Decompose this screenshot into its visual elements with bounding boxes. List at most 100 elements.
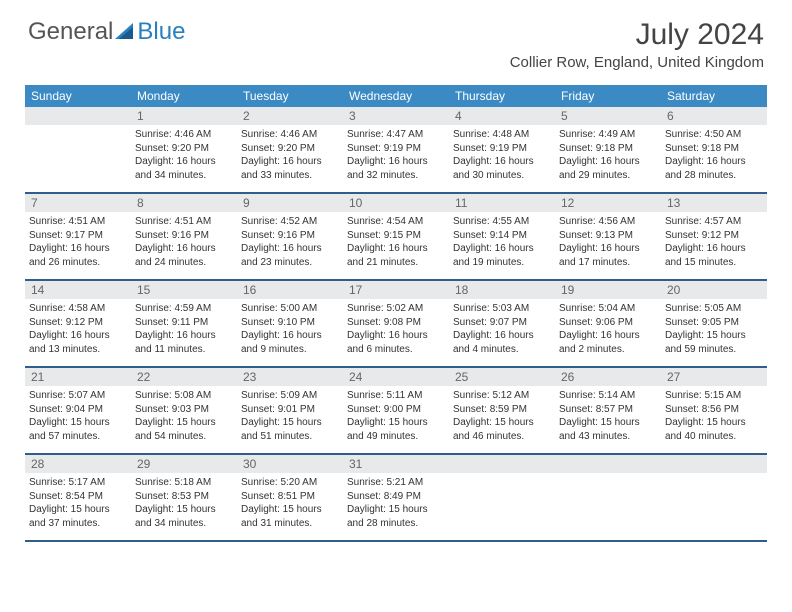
logo-text-blue: Blue <box>137 18 185 46</box>
day-cell: Sunrise: 5:05 AMSunset: 9:05 PMDaylight:… <box>661 299 767 367</box>
sunset-text: Sunset: 9:05 PM <box>665 316 763 330</box>
day-number: 19 <box>555 280 661 299</box>
day-number: 21 <box>25 367 131 386</box>
sunrise-text: Sunrise: 4:55 AM <box>453 215 551 229</box>
daylight-text: Daylight: 16 hours and 6 minutes. <box>347 329 445 356</box>
daylight-text: Daylight: 15 hours and 40 minutes. <box>665 416 763 443</box>
sunrise-text: Sunrise: 5:07 AM <box>29 389 127 403</box>
day-cell: Sunrise: 5:17 AMSunset: 8:54 PMDaylight:… <box>25 473 131 541</box>
day-number: 25 <box>449 367 555 386</box>
sunset-text: Sunset: 8:57 PM <box>559 403 657 417</box>
day-number: 29 <box>131 454 237 473</box>
sunset-text: Sunset: 8:59 PM <box>453 403 551 417</box>
day-number: 15 <box>131 280 237 299</box>
weekday-header: Wednesday <box>343 85 449 107</box>
sunrise-text: Sunrise: 4:58 AM <box>29 302 127 316</box>
daylight-text: Daylight: 16 hours and 9 minutes. <box>241 329 339 356</box>
sunrise-text: Sunrise: 4:56 AM <box>559 215 657 229</box>
day-cell <box>661 473 767 541</box>
weekday-header: Monday <box>131 85 237 107</box>
sunset-text: Sunset: 9:19 PM <box>347 142 445 156</box>
day-cell: Sunrise: 4:54 AMSunset: 9:15 PMDaylight:… <box>343 212 449 280</box>
sunset-text: Sunset: 9:18 PM <box>665 142 763 156</box>
day-cell: Sunrise: 5:20 AMSunset: 8:51 PMDaylight:… <box>237 473 343 541</box>
day-cell: Sunrise: 4:58 AMSunset: 9:12 PMDaylight:… <box>25 299 131 367</box>
daylight-text: Daylight: 16 hours and 23 minutes. <box>241 242 339 269</box>
day-number: 18 <box>449 280 555 299</box>
weekday-header: Thursday <box>449 85 555 107</box>
day-number-row: 14151617181920 <box>25 280 767 299</box>
day-data-row: Sunrise: 4:46 AMSunset: 9:20 PMDaylight:… <box>25 125 767 193</box>
day-number: 17 <box>343 280 449 299</box>
day-cell: Sunrise: 4:56 AMSunset: 9:13 PMDaylight:… <box>555 212 661 280</box>
day-number: 2 <box>237 107 343 125</box>
day-cell: Sunrise: 5:09 AMSunset: 9:01 PMDaylight:… <box>237 386 343 454</box>
day-number: 22 <box>131 367 237 386</box>
day-data-row: Sunrise: 5:07 AMSunset: 9:04 PMDaylight:… <box>25 386 767 454</box>
sunset-text: Sunset: 9:03 PM <box>135 403 233 417</box>
day-cell: Sunrise: 5:03 AMSunset: 9:07 PMDaylight:… <box>449 299 555 367</box>
day-number <box>661 454 767 473</box>
day-number: 11 <box>449 193 555 212</box>
day-cell: Sunrise: 4:52 AMSunset: 9:16 PMDaylight:… <box>237 212 343 280</box>
day-number: 30 <box>237 454 343 473</box>
sunset-text: Sunset: 9:07 PM <box>453 316 551 330</box>
daylight-text: Daylight: 16 hours and 26 minutes. <box>29 242 127 269</box>
sunset-text: Sunset: 9:15 PM <box>347 229 445 243</box>
daylight-text: Daylight: 16 hours and 34 minutes. <box>135 155 233 182</box>
daylight-text: Daylight: 15 hours and 49 minutes. <box>347 416 445 443</box>
sunset-text: Sunset: 8:53 PM <box>135 490 233 504</box>
sunrise-text: Sunrise: 4:49 AM <box>559 128 657 142</box>
sunrise-text: Sunrise: 5:04 AM <box>559 302 657 316</box>
sunset-text: Sunset: 9:01 PM <box>241 403 339 417</box>
sunrise-text: Sunrise: 4:47 AM <box>347 128 445 142</box>
logo: General Blue <box>28 18 185 46</box>
day-cell: Sunrise: 5:21 AMSunset: 8:49 PMDaylight:… <box>343 473 449 541</box>
daylight-text: Daylight: 16 hours and 17 minutes. <box>559 242 657 269</box>
day-cell: Sunrise: 4:51 AMSunset: 9:16 PMDaylight:… <box>131 212 237 280</box>
weekday-header: Saturday <box>661 85 767 107</box>
day-cell: Sunrise: 4:47 AMSunset: 9:19 PMDaylight:… <box>343 125 449 193</box>
sunrise-text: Sunrise: 5:02 AM <box>347 302 445 316</box>
day-cell: Sunrise: 5:08 AMSunset: 9:03 PMDaylight:… <box>131 386 237 454</box>
weekday-header: Tuesday <box>237 85 343 107</box>
sunset-text: Sunset: 9:08 PM <box>347 316 445 330</box>
sunrise-text: Sunrise: 5:03 AM <box>453 302 551 316</box>
day-number: 31 <box>343 454 449 473</box>
sunrise-text: Sunrise: 5:00 AM <box>241 302 339 316</box>
day-cell: Sunrise: 4:57 AMSunset: 9:12 PMDaylight:… <box>661 212 767 280</box>
sunrise-text: Sunrise: 4:57 AM <box>665 215 763 229</box>
daylight-text: Daylight: 15 hours and 51 minutes. <box>241 416 339 443</box>
sunset-text: Sunset: 8:56 PM <box>665 403 763 417</box>
sunset-text: Sunset: 9:12 PM <box>665 229 763 243</box>
day-number: 7 <box>25 193 131 212</box>
sunrise-text: Sunrise: 4:46 AM <box>241 128 339 142</box>
sunrise-text: Sunrise: 4:52 AM <box>241 215 339 229</box>
day-number: 5 <box>555 107 661 125</box>
day-cell: Sunrise: 5:15 AMSunset: 8:56 PMDaylight:… <box>661 386 767 454</box>
calendar-table: Sunday Monday Tuesday Wednesday Thursday… <box>25 85 767 542</box>
daylight-text: Daylight: 16 hours and 33 minutes. <box>241 155 339 182</box>
daylight-text: Daylight: 15 hours and 57 minutes. <box>29 416 127 443</box>
sunrise-text: Sunrise: 4:59 AM <box>135 302 233 316</box>
day-cell: Sunrise: 5:02 AMSunset: 9:08 PMDaylight:… <box>343 299 449 367</box>
day-cell: Sunrise: 4:46 AMSunset: 9:20 PMDaylight:… <box>237 125 343 193</box>
sunrise-text: Sunrise: 5:21 AM <box>347 476 445 490</box>
sunrise-text: Sunrise: 4:46 AM <box>135 128 233 142</box>
daylight-text: Daylight: 16 hours and 30 minutes. <box>453 155 551 182</box>
sunset-text: Sunset: 8:51 PM <box>241 490 339 504</box>
day-number: 20 <box>661 280 767 299</box>
daylight-text: Daylight: 16 hours and 19 minutes. <box>453 242 551 269</box>
sunset-text: Sunset: 9:18 PM <box>559 142 657 156</box>
sunset-text: Sunset: 9:14 PM <box>453 229 551 243</box>
day-cell: Sunrise: 5:14 AMSunset: 8:57 PMDaylight:… <box>555 386 661 454</box>
sunrise-text: Sunrise: 5:20 AM <box>241 476 339 490</box>
day-cell: Sunrise: 5:07 AMSunset: 9:04 PMDaylight:… <box>25 386 131 454</box>
daylight-text: Daylight: 16 hours and 21 minutes. <box>347 242 445 269</box>
day-cell: Sunrise: 5:18 AMSunset: 8:53 PMDaylight:… <box>131 473 237 541</box>
logo-text-general: General <box>28 18 113 46</box>
sunrise-text: Sunrise: 5:11 AM <box>347 389 445 403</box>
day-number: 4 <box>449 107 555 125</box>
day-data-row: Sunrise: 4:51 AMSunset: 9:17 PMDaylight:… <box>25 212 767 280</box>
day-number: 26 <box>555 367 661 386</box>
